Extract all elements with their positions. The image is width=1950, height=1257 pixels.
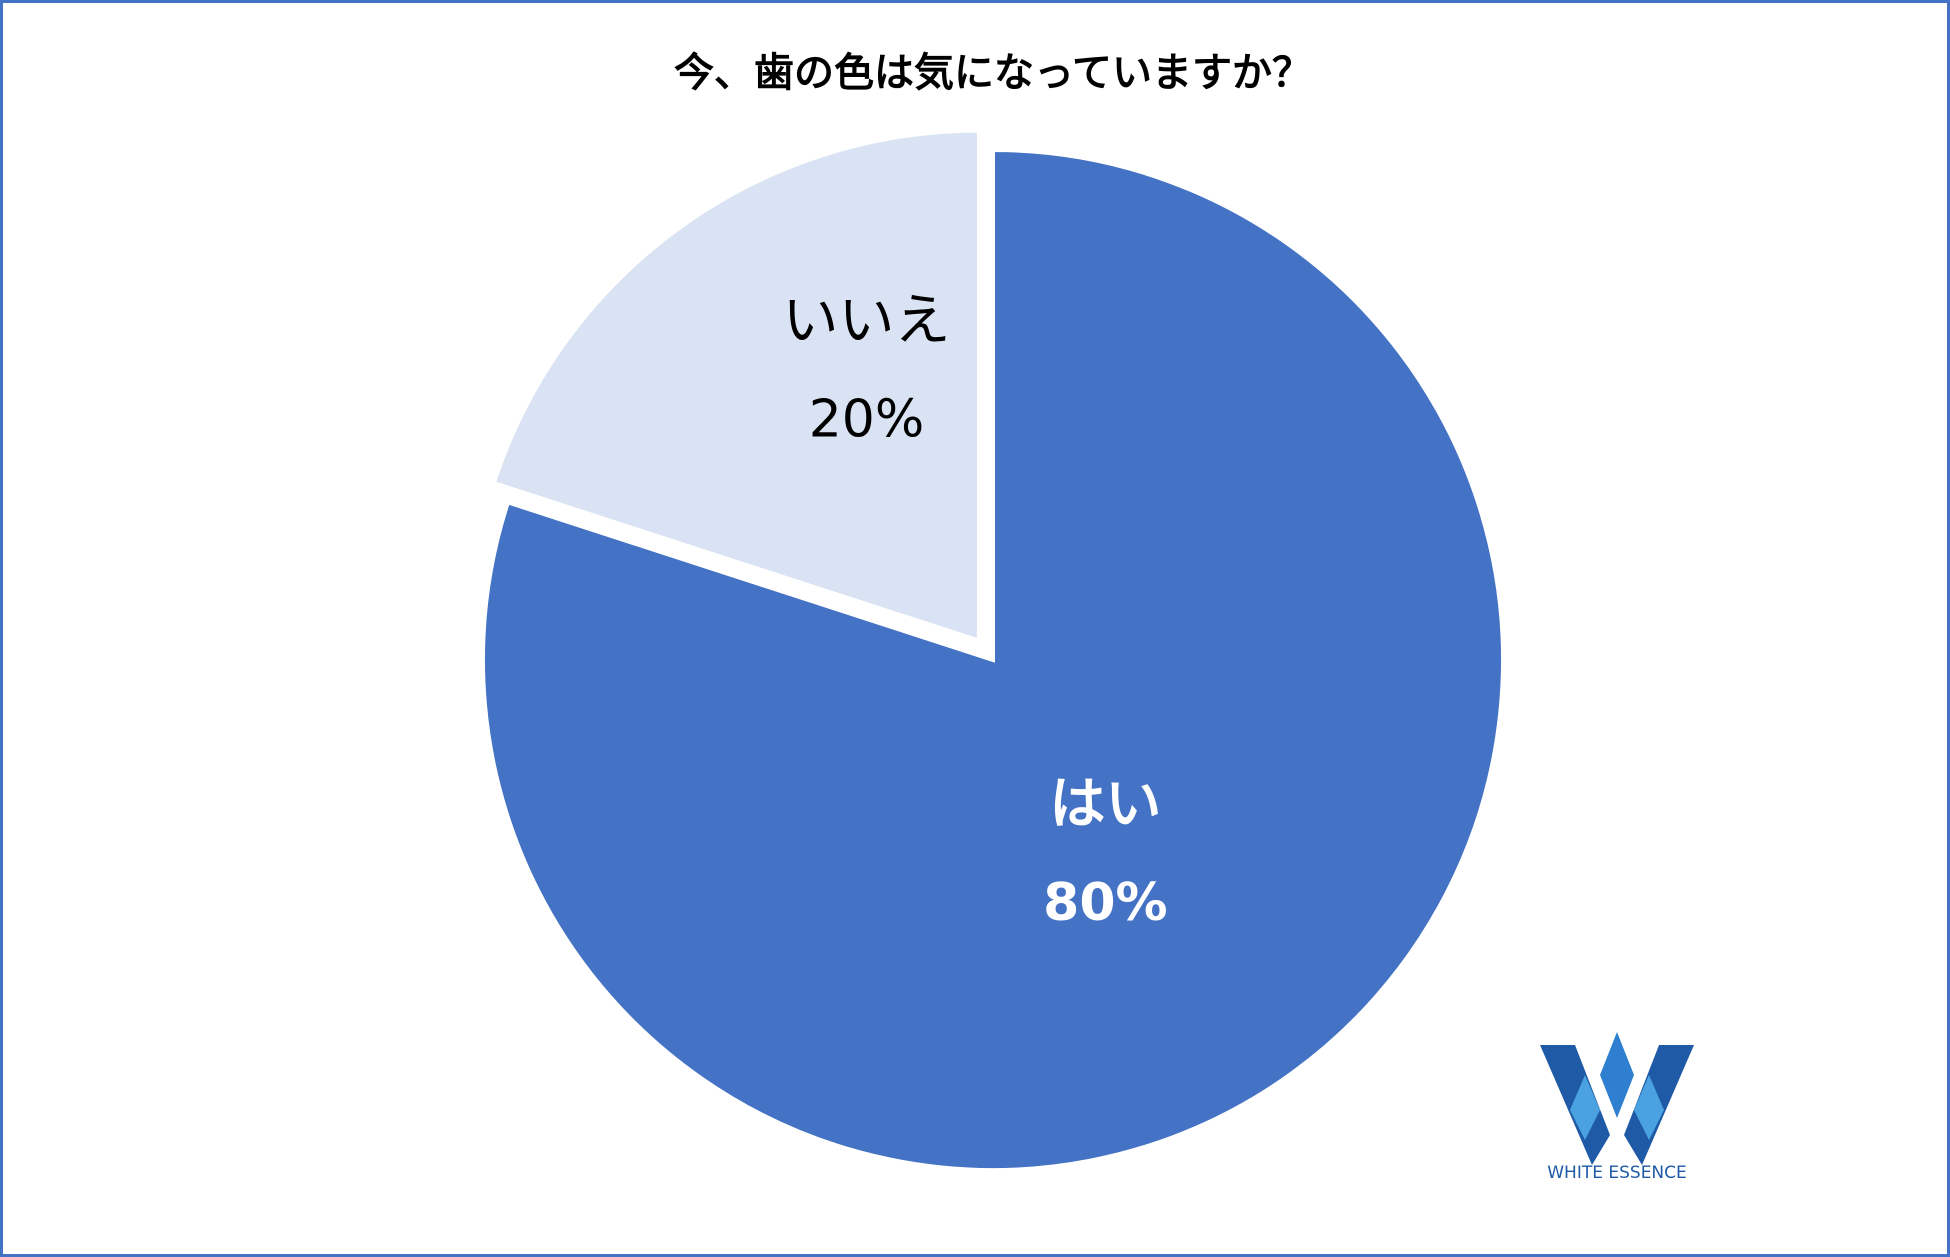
logo-shape xyxy=(1600,1032,1634,1118)
category-label: はい xyxy=(1049,772,1161,837)
data-label: 20% xyxy=(809,389,925,449)
pie-slice xyxy=(491,128,981,644)
data-label: 80% xyxy=(1043,873,1167,933)
pie-slice xyxy=(481,147,1505,1172)
logo-shape xyxy=(1570,1075,1600,1140)
logo-shape xyxy=(1634,1075,1664,1140)
chart-title: 今、歯の色は気になっていますか？ xyxy=(674,50,1312,96)
logo-text: WHITE ESSENCE xyxy=(1547,1163,1687,1183)
category-label: いいえ xyxy=(782,289,950,354)
logo: WHITE ESSENCE xyxy=(1540,1032,1694,1183)
